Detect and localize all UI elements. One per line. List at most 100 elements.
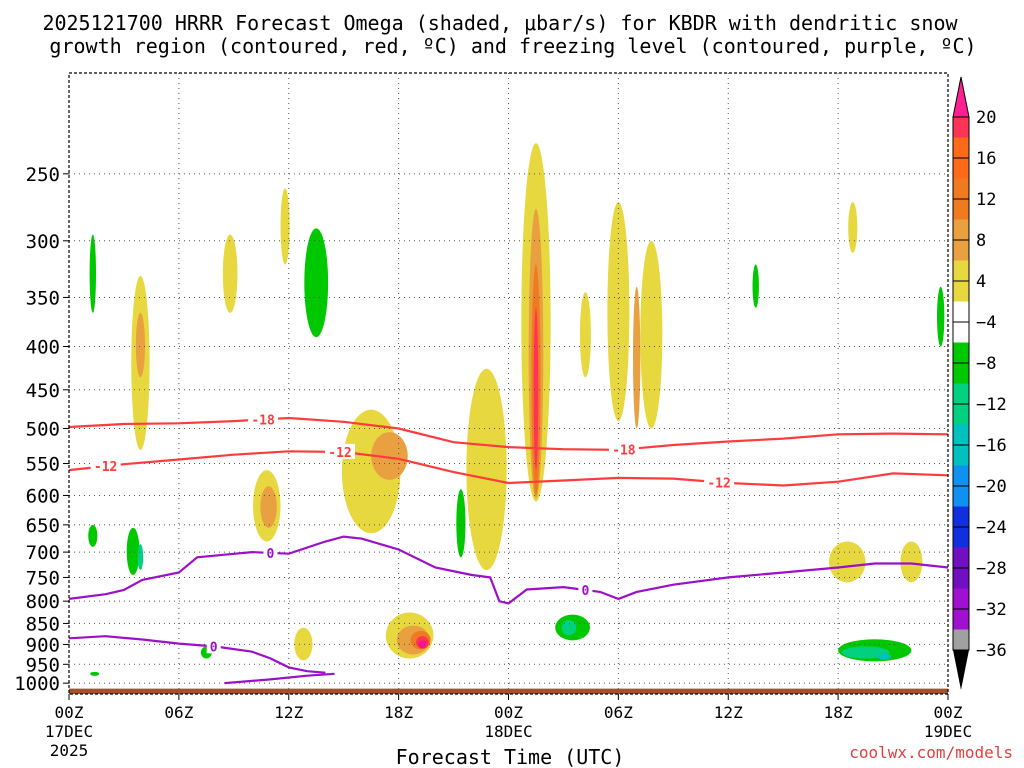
colorbar-swatch-a-12 [953,609,969,630]
dendritic-label-1: -18 [612,443,636,458]
colorbar-label-3: 8 [976,231,986,251]
colorbar-swatch-a-7 [953,404,969,425]
colorbar-label-5: −4 [976,313,996,333]
freezing-level-label-bg-0 [263,544,278,560]
omega-blob-20 [633,286,641,429]
colorbar-top-arrow [952,76,970,118]
colorbar-bottom-arrow [953,650,969,690]
omega-blob-0 [466,368,507,571]
omega-blob-33 [752,264,759,308]
colorbar-swatch-b-3 [953,260,969,281]
y-tick-label-850: 850 [26,613,60,635]
colorbar-swatch-b-9 [953,506,969,527]
x-tick-label-0: 00Z [55,703,84,722]
freezing-level-label-bg-2 [206,638,221,654]
colorbar-swatch-a-2 [953,199,969,220]
omega-blob-29 [88,524,98,547]
x-tick-year-0: 2025 [50,741,89,760]
y-tick-label-950: 950 [26,654,60,676]
colorbar-label-8: −16 [976,436,1007,456]
colorbar-swatch-b-12 [953,629,969,650]
omega-blob-39 [137,544,144,571]
omega-blob-27 [126,527,140,575]
dendritic-label-bg-3 [325,443,356,459]
omega-blob-5 [280,188,290,265]
colorbar: 20 16 12 8 4 −4 −8 −12 −16 −20 −24 −28 −32 −36 [952,76,1007,690]
omega-blob-40 [876,653,892,660]
dendritic-label-bg-0 [248,411,279,427]
x-tick-label-24: 00Z [494,703,523,722]
colorbar-swatch-a-0 [953,117,969,138]
dendritic-label-bg-2 [90,458,121,474]
plot-area: -18 -18 -12 -12 -12 0 0 0 250 300 350 400 450 500 550… [14,72,972,760]
omega-shading-layer [88,143,945,676]
colorbar-label-10: −24 [976,518,1007,538]
freezing-level-contour-2 [224,672,335,685]
freezing-level-contour-1 [69,635,326,674]
freezing-level-contour-0 [69,535,948,605]
colorbar-label-7: −12 [976,395,1007,415]
colorbar-label-4: 4 [976,272,986,292]
dendritic-label-bg-4 [704,474,735,490]
x-tick-date-24: 18DEC [484,722,532,741]
colorbar-swatch-b-4 [953,301,969,322]
dendritic-label-4: -12 [707,476,730,491]
chart-title-line2: growth region (contoured, red, ºC) and f… [49,34,976,58]
omega-blob-36 [90,671,100,676]
colorbar-swatch-b-10 [953,547,969,568]
colorbar-swatch-a-5 [953,322,969,343]
colorbar-label-1: 16 [976,149,996,169]
omega-blob-34 [937,286,945,347]
colorbar-swatch-b-1 [953,178,969,199]
omega-blob-23 [533,307,539,471]
colorbar-swatch-a-8 [953,445,969,466]
freezing-level-label-bg-1 [578,581,593,597]
y-tick-label-650: 650 [26,515,60,537]
y-tick-label-450: 450 [26,380,60,402]
y-tick-label-900: 900 [26,634,60,656]
y-tick-label-600: 600 [26,485,60,507]
x-tick-label-6: 06Z [164,703,193,722]
x-tick-label-18: 18Z [384,703,413,722]
x-tick-date-0: 17DEC [45,722,93,741]
y-tick-label-250: 250 [26,164,60,186]
omega-blob-17 [260,486,277,528]
colorbar-swatch-a-3 [953,240,969,261]
dendritic-label-0: -18 [251,413,275,428]
y-tick-label-400: 400 [26,337,60,359]
grid-layer [69,73,948,694]
y-tick-label-500: 500 [26,418,60,440]
omega-blob-18 [135,312,145,378]
credit-text: coolwx.com/models [849,743,1013,762]
freezing-level-label-1: 0 [581,584,589,599]
y-tick-label-800: 800 [26,591,60,613]
colorbar-swatch-b-0 [953,137,969,158]
ground-band [69,688,948,694]
x-tick-label-36: 12Z [714,703,743,722]
colorbar-swatch-a-4 [953,281,969,302]
colorbar-label-9: −20 [976,477,1007,497]
freezing-level-label-2: 0 [210,640,218,655]
colorbar-label-13: −36 [976,641,1007,661]
colorbar-label-12: −32 [976,600,1007,620]
x-tick-label-12: 12Z [274,703,303,722]
colorbar-swatch-a-9 [953,486,969,507]
x-axis-label: Forecast Time (UTC) [396,745,625,768]
omega-blob-10 [640,240,663,429]
x-tick-date-48: 19DEC [924,722,972,741]
colorbar-label-2: 12 [976,190,996,210]
colorbar-swatch-a-6 [953,363,969,384]
chart-title-line1: 2025121700 HRRR Forecast Omega (shaded, … [42,11,958,35]
y-tick-label-750: 750 [26,567,60,589]
dendritic-contour-0 [69,416,948,452]
x-tick-label-30: 06Z [604,703,633,722]
colorbar-label-6: −8 [976,354,996,374]
colorbar-label-11: −28 [976,559,1007,579]
y-tick-label-300: 300 [26,231,60,253]
y-tick-label-700: 700 [26,542,60,564]
y-tick-label-350: 350 [26,287,60,309]
omega-blob-14 [848,202,858,253]
colorbar-swatch-a-11 [953,568,969,589]
